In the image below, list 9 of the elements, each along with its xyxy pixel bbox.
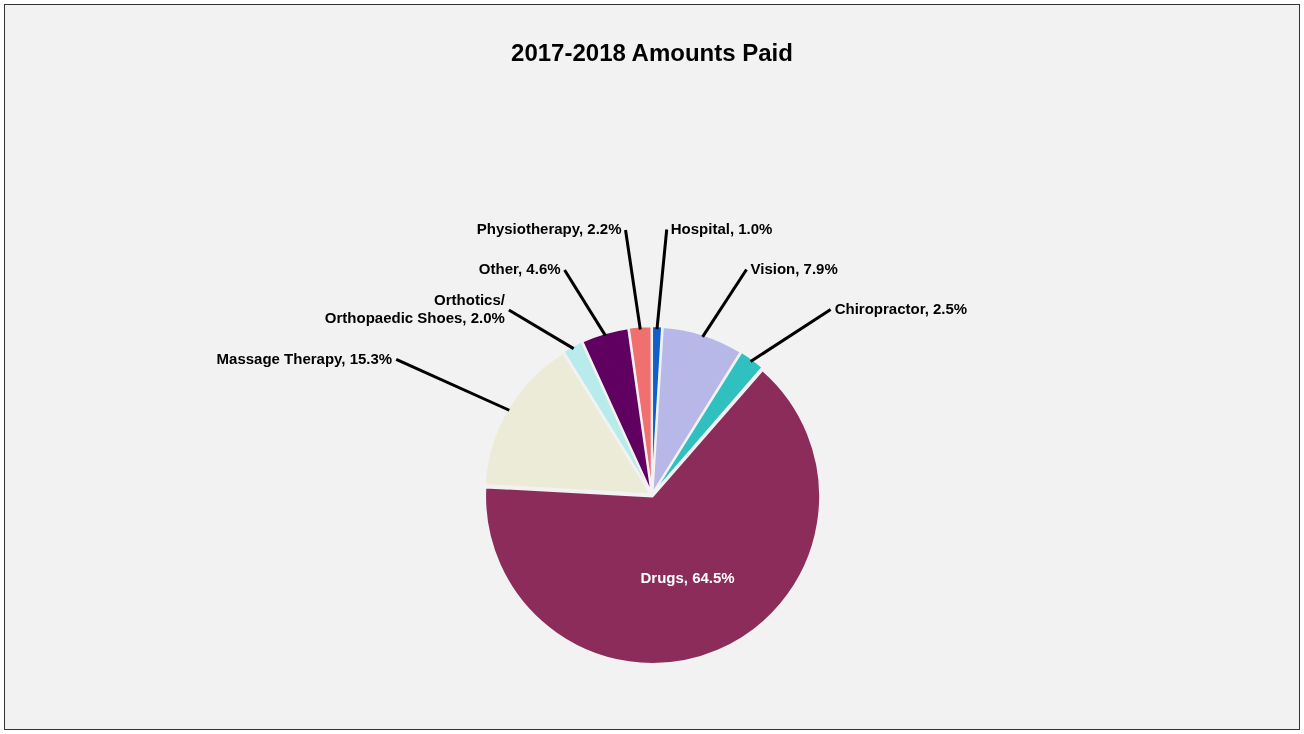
slice-label: Physiotherapy, 2.2% — [476, 220, 622, 238]
slice-label: Chiropractor, 2.5% — [834, 299, 968, 317]
chart-title: 2017-2018 Amounts Paid — [510, 39, 794, 67]
slice-label: Drugs, 64.5% — [640, 569, 735, 587]
slice-label: Massage Therapy, 15.3% — [216, 349, 393, 367]
slice-label: Orthotics/ Orthopaedic Shoes, 2.0% — [324, 291, 506, 327]
slice-label: Other, 4.6% — [478, 260, 561, 278]
slice-label: Hospital, 1.0% — [670, 219, 773, 237]
slice-label: Vision, 7.9% — [750, 259, 838, 277]
